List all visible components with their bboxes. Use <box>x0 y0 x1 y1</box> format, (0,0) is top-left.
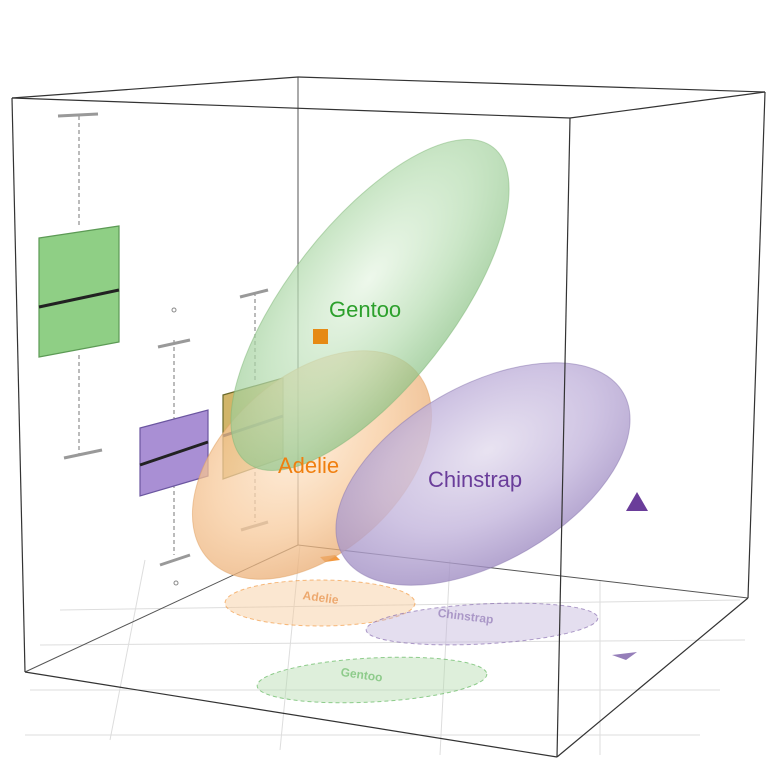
ellipsoids <box>191 139 631 586</box>
floor-label-chinstrap: Chinstrap <box>437 606 494 627</box>
outlier-adelie-square <box>313 329 328 344</box>
box-front-edges <box>11 76 766 758</box>
floor-ellipse-gentoo <box>256 656 488 704</box>
label-gentoo: Gentoo <box>329 297 401 322</box>
floor-ellipse-chinstrap <box>365 602 599 646</box>
boxplot-gentoo <box>38 112 120 460</box>
floor-label-adelie: Adelie <box>302 588 340 607</box>
floor-label-gentoo: Gentoo <box>340 665 384 685</box>
floor-ellipse-adelie <box>224 579 416 627</box>
floor-grid <box>25 544 746 756</box>
ellipsoid-gentoo <box>230 139 510 471</box>
floor-marker-chinstrap <box>612 652 637 660</box>
label-adelie: Adelie <box>278 453 339 478</box>
outlier-chinstrap-triangle <box>626 492 648 511</box>
floor-projections: Adelie Chinstrap Gentoo <box>224 555 637 704</box>
ellipsoid-chinstrap <box>335 362 631 586</box>
label-chinstrap: Chinstrap <box>428 467 522 492</box>
